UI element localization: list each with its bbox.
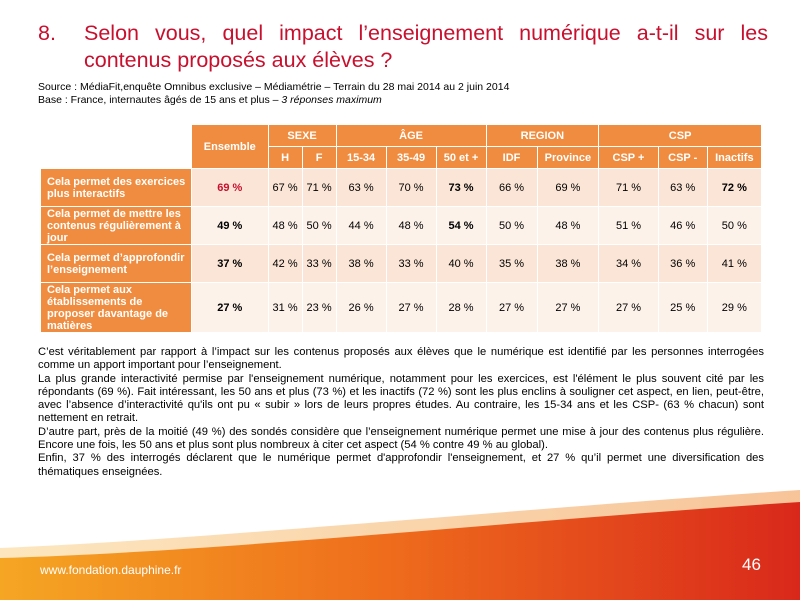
table-cell: 26 % (335, 282, 387, 333)
table-row: Cela permet de mettre les contenus régul… (40, 206, 763, 245)
table-cell: 38 % (536, 244, 600, 283)
base-prefix: Base : France, internautes âgés de 15 an… (38, 94, 282, 106)
page-number: 46 (742, 555, 761, 574)
table-cell: 71 % (301, 168, 337, 207)
group-header-age: ÂGE (335, 124, 487, 147)
table-cell: 50 % (485, 206, 538, 245)
row-label: Cela permet d’approfondir l’enseignement (40, 244, 192, 283)
table-cell: 69 % (536, 168, 600, 207)
subheader: F (301, 146, 337, 169)
question-number: 8. (38, 21, 56, 45)
header-ensemble: Ensemble (191, 124, 269, 169)
question-text-line2: contenus proposés aux élèves ? (84, 48, 393, 72)
commentary: C’est véritablement par rapport à l’impa… (38, 346, 764, 479)
ensemble-value: 37 % (191, 244, 269, 283)
group-header-csp: CSP (598, 124, 762, 147)
table-cell: 54 % (435, 206, 487, 245)
paragraph: C’est véritablement par rapport à l’impa… (38, 346, 764, 372)
table-cell: 35 % (485, 244, 538, 283)
table-cell: 27 % (385, 282, 437, 333)
subheader: CSP - (657, 146, 708, 169)
table-cell: 27 % (485, 282, 538, 333)
subheader: Province (536, 146, 600, 169)
table-cell: 50 % (706, 206, 763, 245)
group-header-sexe: SEXE (267, 124, 337, 147)
table-cell: 66 % (485, 168, 538, 207)
row-label: Cela permet de mettre les contenus régul… (40, 206, 192, 245)
table-cell: 40 % (435, 244, 487, 283)
source-line: Source : MédiaFit,enquête Omnibus exclus… (38, 81, 510, 93)
table-cell: 67 % (267, 168, 303, 207)
paragraph: D’autre part, près de la moitié (49 %) d… (38, 425, 764, 452)
table-cell: 46 % (657, 206, 708, 245)
table-cell: 27 % (536, 282, 600, 333)
subheader: 15-34 (335, 146, 387, 169)
table-cell: 48 % (267, 206, 303, 245)
subheader: H (267, 146, 303, 169)
base-italic: 3 réponses maximum (281, 94, 382, 106)
table-row: Cela permet aux établissements de propos… (40, 282, 763, 333)
row-label: Cela permet aux établissements de propos… (40, 282, 192, 333)
table-cell: 72 % (706, 168, 763, 207)
subheader: CSP + (598, 146, 659, 169)
table-cell: 25 % (657, 282, 708, 333)
table-cell: 31 % (267, 282, 303, 333)
table-cell: 44 % (335, 206, 387, 245)
subheader: 50 et + (435, 146, 487, 169)
table-row: Cela permet des exercices plus interacti… (40, 168, 763, 207)
table-cell: 63 % (657, 168, 708, 207)
subheader: 35-49 (385, 146, 437, 169)
table-cell: 28 % (435, 282, 487, 333)
table-cell: 29 % (706, 282, 763, 333)
ensemble-value: 69 % (191, 168, 269, 207)
base-line: Base : France, internautes âgés de 15 an… (38, 94, 509, 107)
table-cell: 41 % (706, 244, 763, 283)
table-cell: 33 % (301, 244, 337, 283)
table-cell: 63 % (335, 168, 387, 207)
table-cell: 23 % (301, 282, 337, 333)
footer-wave-band (0, 490, 800, 600)
table-cell: 33 % (385, 244, 437, 283)
paragraph: Enfin, 37 % des interrogés déclarent que… (38, 452, 764, 478)
table-cell: 73 % (435, 168, 487, 207)
footer-url[interactable]: www.fondation.dauphine.fr (40, 563, 182, 577)
table-cell: 70 % (385, 168, 437, 207)
table-cell: 71 % (598, 168, 659, 207)
table-cell: 51 % (598, 206, 659, 245)
table-cell: 27 % (598, 282, 659, 333)
ensemble-value: 27 % (191, 282, 269, 333)
question-text-line1: Selon vous, quel impact l’enseignement n… (84, 21, 768, 45)
ensemble-value: 49 % (191, 206, 269, 245)
results-table: Ensemble SEXE ÂGE REGION CSP H F 15-34 3… (40, 124, 763, 333)
paragraph: La plus grande interactivité permise par… (38, 372, 764, 425)
corner-cell (40, 124, 192, 169)
table-cell: 34 % (598, 244, 659, 283)
table-cell: 48 % (385, 206, 437, 245)
group-header-region: REGION (485, 124, 600, 147)
source-note: Source : MédiaFit,enquête Omnibus exclus… (38, 81, 509, 107)
table-cell: 36 % (657, 244, 708, 283)
table-cell: 38 % (335, 244, 387, 283)
table-cell: 42 % (267, 244, 303, 283)
table-cell: 48 % (536, 206, 600, 245)
table-cell: 50 % (301, 206, 337, 245)
subheader: Inactifs (706, 146, 763, 169)
row-label: Cela permet des exercices plus interacti… (40, 168, 192, 207)
subheader: IDF (485, 146, 538, 169)
table-row: Cela permet d’approfondir l’enseignement… (40, 244, 763, 283)
